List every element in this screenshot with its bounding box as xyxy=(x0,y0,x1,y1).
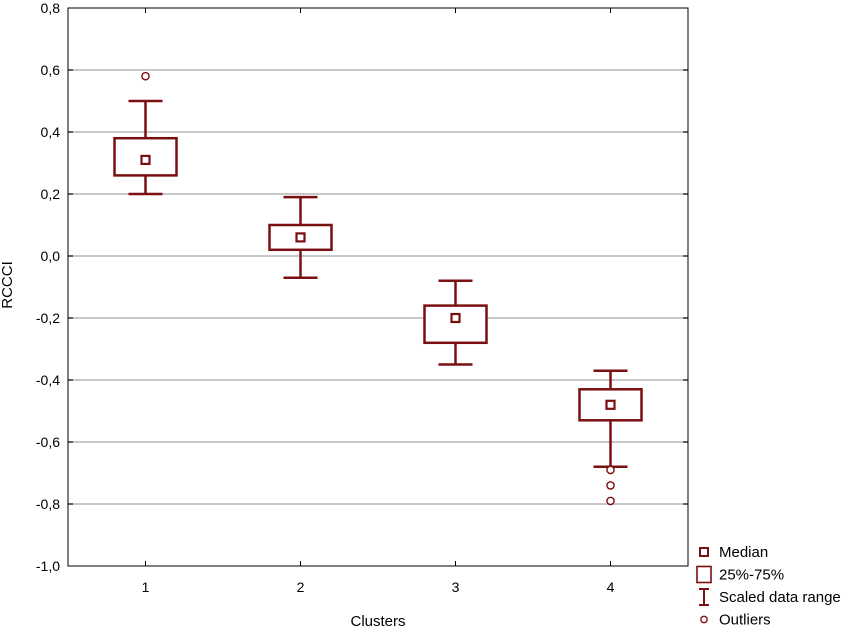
legend-item-box: 25%-75% xyxy=(696,565,784,584)
box-series xyxy=(113,71,643,506)
legend-item-range: Scaled data range xyxy=(699,588,841,606)
outlier-point xyxy=(606,481,615,490)
median-marker xyxy=(605,399,616,410)
x-axis-ticks: 1 2 3 4 xyxy=(142,8,615,595)
y-tick-label: -0,6 xyxy=(36,434,60,450)
box-group-2 xyxy=(268,195,333,279)
box-group-3 xyxy=(423,279,488,366)
plot-frame xyxy=(67,7,689,567)
grid-lines xyxy=(68,69,688,505)
outlier-point xyxy=(606,496,615,506)
y-axis-title: RCCCI xyxy=(0,261,16,309)
x-tick-label: 4 xyxy=(607,579,615,595)
legend-item-outlier: Outliers xyxy=(700,612,771,627)
y-tick-label: 0,4 xyxy=(41,124,61,140)
legend-label: Outliers xyxy=(719,612,771,627)
legend-median-symbol xyxy=(699,547,709,557)
box-group-1 xyxy=(113,71,178,196)
box-iqr xyxy=(578,388,643,422)
y-tick-label: -1,0 xyxy=(36,558,60,574)
legend-label: 25%-75% xyxy=(719,567,784,584)
legend-label: Median xyxy=(719,544,768,561)
legend-item-median: Median xyxy=(699,544,768,561)
y-tick-label: 0,8 xyxy=(41,0,61,16)
box-group-4 xyxy=(578,369,643,506)
y-tick-label: 0,6 xyxy=(41,62,61,78)
y-tick-label: 0,0 xyxy=(41,248,61,264)
x-tick-label: 2 xyxy=(297,579,305,595)
outlier-point xyxy=(141,71,150,81)
x-tick-label: 1 xyxy=(142,579,150,595)
legend-outlier-symbol xyxy=(700,615,708,624)
median-marker xyxy=(140,154,151,165)
legend-box-symbol xyxy=(696,565,712,584)
median-marker xyxy=(295,232,306,243)
x-axis-title: Clusters xyxy=(350,613,405,627)
outlier-point xyxy=(606,465,615,475)
y-tick-label: -0,2 xyxy=(36,310,60,326)
y-tick-label: -0,8 xyxy=(36,496,60,512)
legend: Median 25%-75% Scaled data range Outliers xyxy=(696,544,841,627)
box-iqr xyxy=(423,304,488,345)
x-tick-label: 3 xyxy=(452,579,460,595)
legend-label: Scaled data range xyxy=(719,589,841,606)
median-marker xyxy=(450,312,461,324)
y-axis-ticks: -1,0 -0,8 -0,6 -0,4 -0,2 0,0 0,2 0,4 0,6 0,8 xyxy=(36,0,688,574)
y-tick-label: 0,2 xyxy=(41,186,61,202)
y-tick-label: -0,4 xyxy=(36,372,60,388)
